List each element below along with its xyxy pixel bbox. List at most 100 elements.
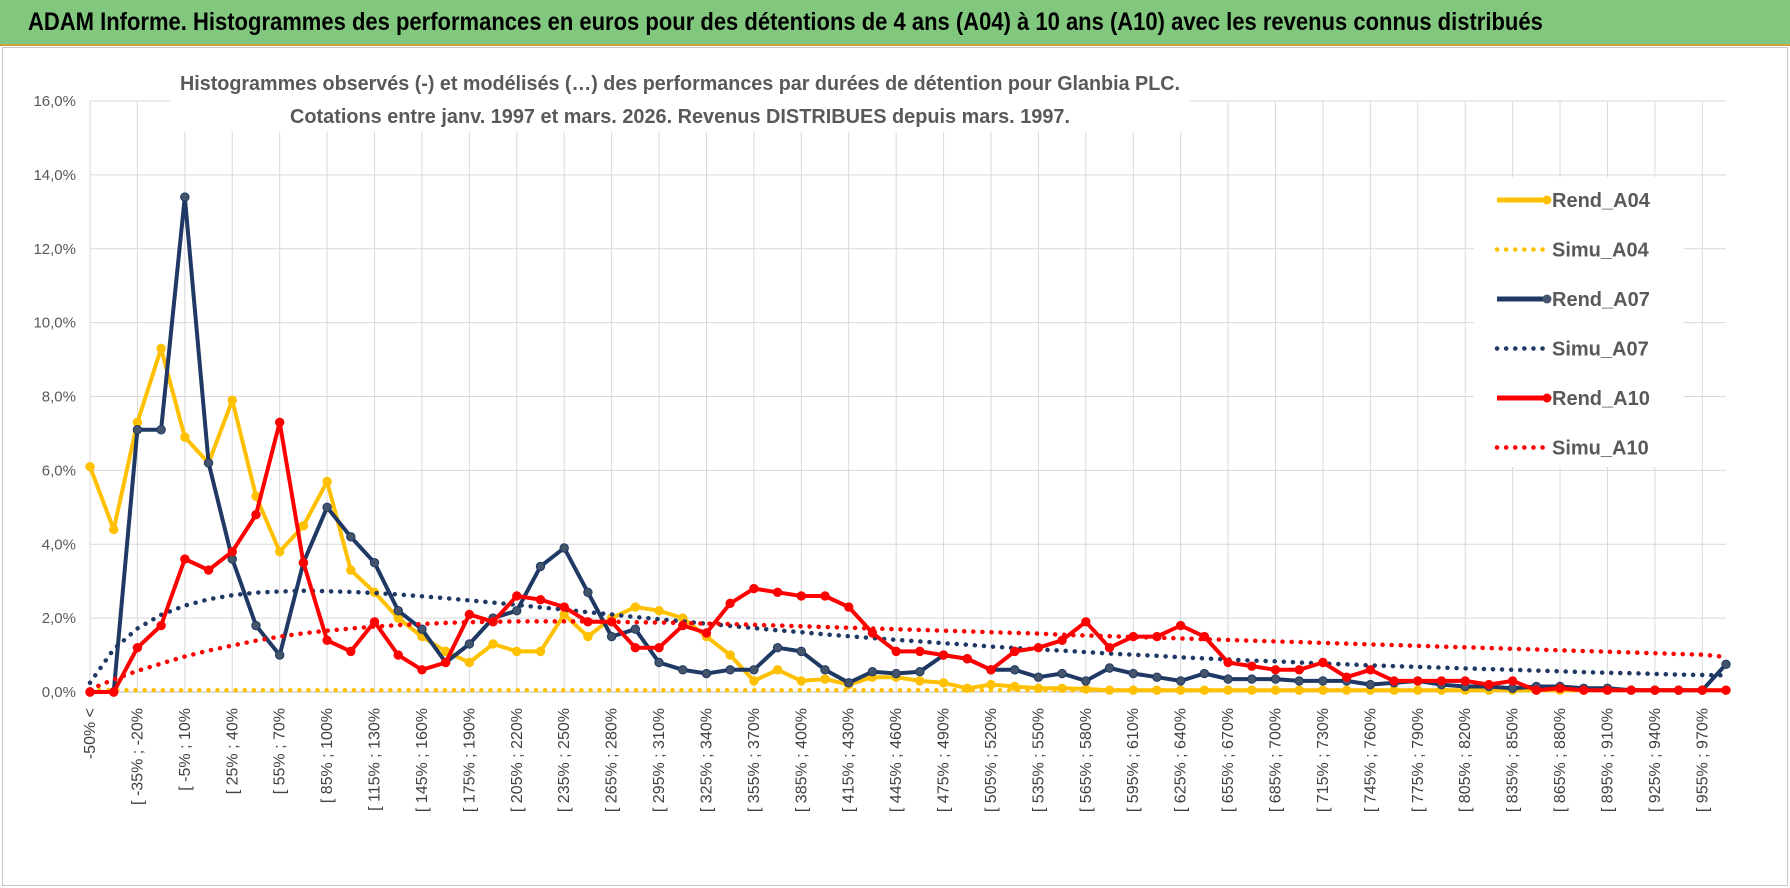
data-point <box>1057 668 1067 679</box>
data-point <box>559 602 569 612</box>
data-point <box>488 639 498 649</box>
data-point <box>820 665 830 675</box>
data-point <box>867 666 878 677</box>
data-point <box>749 676 759 686</box>
data-point <box>915 666 925 677</box>
legend-label: Rend_A04 <box>1552 190 1651 212</box>
x-tick-label: [ 925% ; 940% <box>1647 708 1664 812</box>
data-point <box>654 606 664 616</box>
data-point <box>1175 676 1186 686</box>
data-point <box>844 602 854 612</box>
data-point <box>678 665 688 675</box>
data-point <box>298 558 309 568</box>
x-tick-label: [ 85% ; 100% <box>319 708 336 803</box>
data-point <box>1436 676 1447 686</box>
data-point <box>1033 672 1044 682</box>
data-point <box>796 676 807 686</box>
x-tick-label: [ 265% ; 280% <box>604 708 621 812</box>
data-point <box>464 639 475 649</box>
data-point <box>1484 679 1494 690</box>
y-tick-label: 4,0% <box>42 536 76 553</box>
data-point <box>1033 642 1044 653</box>
x-tick-label: [ 235% ; 250% <box>556 708 573 812</box>
data-point <box>346 532 356 542</box>
data-point <box>583 587 593 597</box>
data-point <box>725 665 735 675</box>
x-tick-label: [ 805% ; 820% <box>1457 708 1474 812</box>
x-tick-label: [ 505% ; 520% <box>983 708 1000 812</box>
data-point <box>464 657 475 668</box>
data-point <box>1199 668 1210 679</box>
data-point <box>322 476 332 487</box>
data-point <box>298 521 309 531</box>
data-point <box>1365 665 1376 675</box>
data-point <box>369 617 380 627</box>
y-tick-label: 0,0% <box>42 684 76 701</box>
data-point <box>1579 685 1589 695</box>
data-point <box>891 646 901 657</box>
data-point <box>440 657 451 668</box>
legend-item: Simu_A07 <box>1494 339 1649 361</box>
legend-label: Simu_A07 <box>1552 339 1649 361</box>
data-point <box>1270 665 1281 675</box>
legend-item: Simu_A10 <box>1494 438 1649 460</box>
data-point <box>132 642 143 653</box>
x-tick-label: [ 175% ; 190% <box>461 708 478 812</box>
data-point <box>1057 635 1067 645</box>
data-point <box>464 609 475 620</box>
x-tick-label: [ 325% ; 340% <box>698 708 715 812</box>
data-point <box>1104 663 1115 673</box>
data-point <box>274 650 285 660</box>
data-point <box>630 624 641 634</box>
x-tick-label: [ 385% ; 400% <box>793 708 810 812</box>
data-point <box>1318 657 1328 668</box>
y-tick-label: 6,0% <box>42 462 76 479</box>
data-point <box>1175 620 1186 631</box>
data-point <box>915 646 925 657</box>
x-tick-label: [ 415% ; 430% <box>841 708 858 812</box>
x-tick-label: [ 775% ; 790% <box>1410 708 1427 812</box>
data-point <box>749 583 759 594</box>
data-point <box>938 650 949 660</box>
data-point <box>1650 685 1660 695</box>
data-point <box>251 620 261 631</box>
data-point <box>844 678 854 688</box>
data-point <box>630 642 641 653</box>
data-point <box>1673 685 1684 695</box>
data-point <box>203 565 214 575</box>
data-point <box>109 524 119 535</box>
series-line <box>90 420 1726 694</box>
x-tick-label: [ 625% ; 640% <box>1173 708 1190 812</box>
data-point <box>369 558 380 568</box>
data-point <box>1223 657 1233 668</box>
x-tick-label: -50% < <box>82 708 99 759</box>
data-point <box>583 631 593 642</box>
data-point <box>938 678 949 688</box>
x-tick-label: [ 895% ; 910% <box>1599 708 1616 812</box>
x-tick-label: [ 205% ; 220% <box>509 708 526 812</box>
data-point <box>1602 685 1613 695</box>
data-point <box>274 417 285 428</box>
data-point <box>1104 642 1115 653</box>
data-point <box>251 510 261 520</box>
x-tick-label: [ -35% ; -20% <box>129 708 146 805</box>
x-tick-label: [ 535% ; 550% <box>1030 708 1047 812</box>
x-tick-label: [ 565% ; 580% <box>1078 708 1095 812</box>
series-simu-a10 <box>87 619 1729 692</box>
data-point <box>1128 668 1138 679</box>
series-line <box>87 588 1729 686</box>
x-tick-label: [ 715% ; 730% <box>1315 708 1332 812</box>
x-tick-label: [ 115% ; 130% <box>367 708 384 811</box>
data-point <box>535 594 546 605</box>
data-point <box>654 642 664 653</box>
y-tick-label: 10,0% <box>33 315 76 332</box>
data-point <box>701 628 712 638</box>
y-tick-label: 16,0% <box>33 93 76 110</box>
data-point <box>85 461 95 472</box>
data-point <box>180 554 190 564</box>
data-point <box>322 502 332 513</box>
data-point <box>1341 672 1352 682</box>
data-point <box>796 591 807 601</box>
data-point <box>559 543 569 553</box>
data-point <box>986 679 996 690</box>
